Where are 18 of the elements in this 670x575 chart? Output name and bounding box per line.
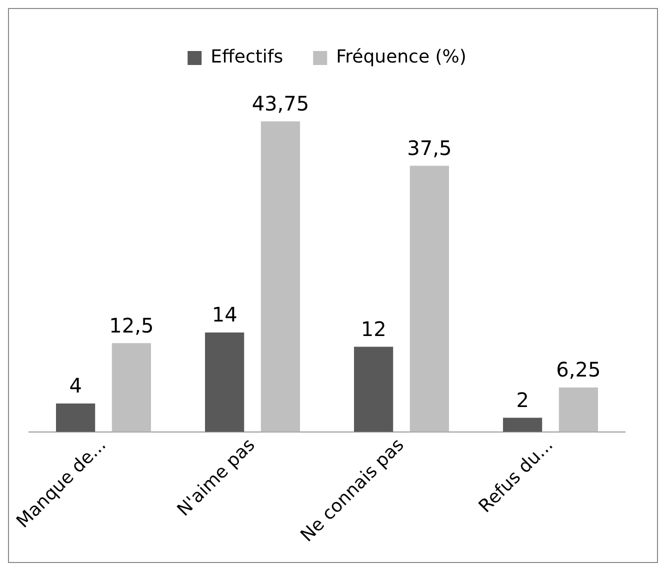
data-label: 14 [212,302,238,327]
data-label: 43,75 [252,92,310,116]
legend-label: Effectifs [210,46,284,68]
bar [410,166,449,432]
data-label: 37,5 [407,136,452,160]
bar [260,121,300,432]
bar [503,418,542,432]
data-label: 2 [516,388,529,412]
bar [112,343,151,432]
bar [354,346,394,432]
data-label: 12,5 [109,313,154,338]
bar [205,332,244,432]
data-label: 12 [360,316,386,341]
data-label: 4 [69,374,82,398]
data-label: 6,25 [556,358,601,382]
bar [558,388,598,432]
bar [56,403,96,432]
legend-label: Fréquence (%) [336,46,466,68]
